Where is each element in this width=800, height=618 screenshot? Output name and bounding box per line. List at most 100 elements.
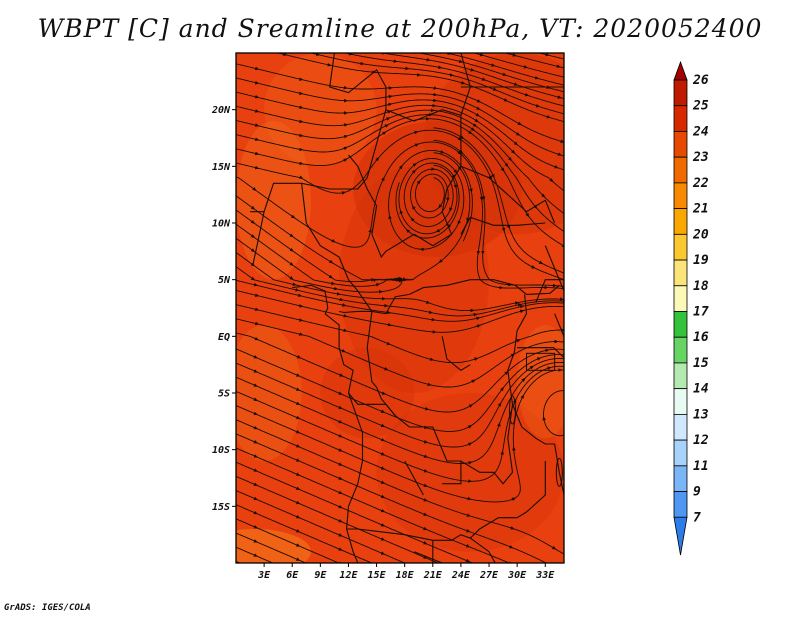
colorbar-swatch [674,234,687,260]
streamline-arrow [292,279,293,280]
colorbar-level-label: 22 [692,176,709,191]
streamline-arrow [253,208,254,209]
streamline-arrow [543,196,544,197]
streamline-arrow [516,144,517,145]
streamline-arrow [401,166,402,167]
streamline-arrow [414,171,415,172]
lat-tick-label: 15S [212,502,230,513]
colorbar-swatch [674,183,687,209]
colorbar-swatch [674,466,687,492]
streamline-arrow [292,264,293,265]
streamline-arrow [507,165,508,166]
streamline-arrow [253,251,254,252]
colorbar-swatch [674,389,687,415]
colorbar-swatch [674,337,687,363]
colorbar-swatch [674,363,687,389]
streamline-arrow [255,189,256,190]
colorbar-level-label: 13 [693,407,709,422]
colorbar-level-label: 12 [693,433,709,448]
field-patch-9 [264,53,376,166]
colorbar-level-label: 25 [692,99,709,114]
colorbar-swatch [674,131,687,157]
colorbar-level-label: 16 [693,330,709,345]
lon-tick-label: 30E [507,570,527,581]
streamline-arrow [513,152,514,153]
streamline-arrow [507,372,508,373]
colorbar-level-label: 9 [693,485,701,500]
streamline-arrow [460,153,461,154]
streamline-arrow [528,215,529,216]
colorbar-level-label: 21 [692,202,709,217]
map-plot-area: 20N 15N 10N 5N EQ 5S 10S 15S 3E 6E 9E 12E 15E 18E 21E… [199,48,611,609]
streamline-arrow [552,180,553,181]
field-patch-6 [227,325,302,461]
colorbar-swatch [674,80,687,106]
streamline-arrow [456,171,457,172]
streamline-arrow [510,159,511,160]
streamline-arrow [503,170,504,171]
colorbar-level-label: 19 [693,253,709,268]
colorbar-swatch [674,106,687,132]
streamline-arrow [419,181,420,182]
colorbar-level-label: 24 [692,124,709,139]
lon-tick-label: 3E [257,570,271,581]
lon-tick-label: 12E [339,570,358,581]
streamline-arrow [412,219,413,220]
colorbar-swatch [674,209,687,235]
grads-credit: GrADS: IGES/COLA [4,603,91,613]
map-figure: 20N15N10N5NEQ5S10S15S 3E 6E 9E 12E 15E 18E 21E… [0,0,800,618]
field-patch-7 [199,529,311,574]
lon-tick-label: 24E [451,570,471,581]
lon-tick-label: 33E [535,570,555,581]
colorbar-level-label: 17 [693,305,709,320]
streamline-arrow [460,139,461,140]
colorbar-swatch [674,312,687,338]
streamline-arrow [573,395,574,396]
streamline-arrow [454,176,455,177]
colorbar-swatch [674,260,687,286]
streamline-arrow [536,207,537,208]
colorbar-swatch [674,492,687,518]
colorbar-level-label: 7 [693,510,701,525]
streamline-arrow [449,226,450,227]
colorbar-swatch [674,440,687,466]
streamline-53 [565,364,578,368]
lat-tick-label: 5N [218,275,231,286]
streamline-arrow [461,152,462,153]
lat-tick-label: 10S [212,445,230,456]
colorbar: 26 25 24 23 22 21 20 19 18 17 16 15 14 13 12 11 9 7 [674,62,709,555]
streamline-arrow [440,206,441,207]
streamline-arrow [331,277,332,278]
lat-tick-label: 20N [211,105,231,116]
colorbar-level-label: 18 [693,279,709,294]
colorbar-level-label: 23 [692,150,709,165]
colorbar-level-label: 20 [692,227,709,242]
streamline-arrow [331,262,332,263]
colorbar-level-label: 26 [692,73,709,88]
lon-tick-label: 18E [396,570,415,581]
colorbar-level-label: 14 [693,382,709,397]
streamline-52 [565,378,578,384]
streamline-arrow [407,230,408,231]
streamline-arrow [524,379,525,380]
streamline-arrow [292,250,293,251]
lon-tick-label: 6E [286,570,299,581]
streamline-arrow [253,265,254,266]
lat-tick-label: 10N [212,219,231,230]
streamline-54 [565,349,578,352]
lon-tick-label: 15E [368,570,387,581]
colorbar-swatch [674,286,687,312]
streamline-arrow [440,261,441,262]
lat-tick-label: 5S [218,389,230,400]
colorbar-swatch [674,414,687,440]
colorbar-level-label: 15 [693,356,709,371]
latitude-axis: 20N 15N 10N 5N EQ 5S 10S 15S [211,105,236,513]
lon-tick-label: 9E [314,570,327,581]
colorbar-level-label: 11 [693,459,709,474]
streamline-arrow [253,222,254,223]
lat-tick-label: 15N [212,162,231,173]
streamline-arrow [378,158,379,159]
colorbar-swatch [674,157,687,183]
lon-tick-label: 21E [423,570,443,581]
longitude-axis: 3E 6E 9E 12E 15E 18E 21E 24E 27E 30E 33E [257,563,555,581]
